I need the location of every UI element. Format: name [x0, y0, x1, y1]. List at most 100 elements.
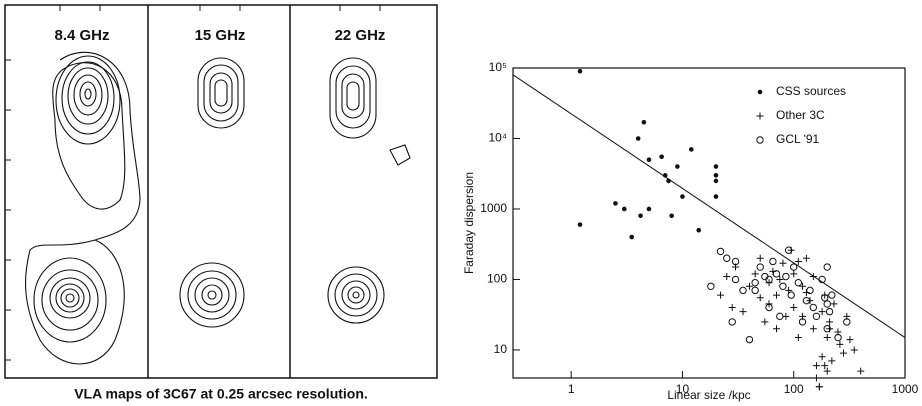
- point: [773, 325, 780, 332]
- map-frame: [5, 5, 437, 378]
- point: [696, 228, 701, 233]
- point: [770, 258, 776, 264]
- point: [717, 292, 724, 299]
- point: [779, 260, 786, 267]
- point: [824, 301, 830, 307]
- point: [647, 207, 652, 212]
- map-panels: 8.4 GHz 15 GHz 22 GHz VLA maps of 3C67 a…: [5, 5, 437, 402]
- point: [795, 279, 801, 285]
- point: [795, 334, 802, 341]
- point: [803, 255, 810, 262]
- point: [851, 346, 858, 353]
- point: [714, 194, 719, 199]
- point: [752, 270, 759, 277]
- point: [729, 304, 736, 311]
- point: [828, 357, 835, 364]
- point: [790, 304, 797, 311]
- point: [824, 264, 830, 270]
- point: [647, 157, 652, 162]
- point: [669, 214, 674, 219]
- point: [732, 276, 738, 282]
- map-ticks: [5, 5, 380, 360]
- x-tick-label: 10: [676, 382, 690, 396]
- legend-marker: [758, 90, 763, 95]
- x-tick-label: 1: [568, 382, 575, 396]
- point: [813, 375, 820, 382]
- point: [773, 271, 779, 277]
- point: [663, 173, 668, 178]
- contour-15: [180, 58, 244, 327]
- point: [819, 353, 826, 360]
- y-tick-label: 10⁴: [488, 131, 507, 145]
- point: [636, 136, 641, 141]
- point: [790, 270, 797, 277]
- point: [629, 235, 634, 240]
- point: [714, 179, 719, 184]
- legend-label: GCL '91: [776, 132, 820, 146]
- point: [708, 283, 714, 289]
- point: [714, 164, 719, 169]
- contour-8-4: [26, 52, 140, 364]
- y-tick-label: 1000: [480, 201, 507, 215]
- legend-marker: [757, 113, 764, 120]
- point: [773, 292, 780, 299]
- point: [807, 287, 813, 293]
- point: [824, 334, 831, 341]
- point: [810, 325, 817, 332]
- point: [675, 164, 680, 169]
- map-caption: VLA maps of 3C67 at 0.25 arcsec resoluti…: [74, 386, 368, 402]
- y-tick-label: 10⁵: [489, 60, 507, 74]
- point: [799, 283, 806, 290]
- point: [816, 383, 823, 390]
- point: [826, 308, 832, 314]
- figure: 8.4 GHz 15 GHz 22 GHz VLA maps of 3C67 a…: [0, 0, 922, 406]
- point: [840, 350, 847, 357]
- point: [846, 336, 853, 343]
- contour-22: [328, 58, 410, 323]
- point: [622, 207, 627, 212]
- map-label: 15 GHz: [195, 27, 246, 44]
- point: [752, 287, 758, 293]
- map-label: 8.4 GHz: [54, 27, 109, 44]
- point: [680, 194, 685, 199]
- y-axis-label: Faraday dispersion: [462, 172, 476, 274]
- point: [739, 308, 746, 315]
- map-label: 22 GHz: [335, 27, 386, 44]
- point: [642, 120, 647, 125]
- point: [830, 300, 837, 307]
- point: [757, 294, 764, 301]
- x-tick-label: 1000: [892, 382, 919, 396]
- point: [638, 214, 643, 219]
- point: [836, 341, 843, 348]
- y-tick-label: 100: [487, 272, 507, 286]
- y-tick-label: 10: [494, 342, 508, 356]
- point: [717, 248, 723, 254]
- point: [788, 292, 794, 298]
- point: [829, 292, 835, 298]
- x-tick-label: 100: [784, 382, 804, 396]
- point: [666, 179, 671, 184]
- point: [757, 264, 763, 270]
- point: [813, 362, 820, 369]
- point: [740, 287, 746, 293]
- point: [714, 173, 719, 178]
- point: [777, 313, 783, 319]
- point: [791, 264, 797, 270]
- point: [578, 222, 583, 227]
- point: [659, 154, 664, 159]
- legend-label: Other 3C: [776, 108, 825, 122]
- point: [746, 336, 752, 342]
- point: [783, 273, 789, 279]
- legend-marker: [757, 137, 763, 143]
- point: [857, 368, 864, 375]
- point: [813, 313, 819, 319]
- point: [723, 273, 730, 280]
- point: [724, 255, 730, 261]
- legend-label: CSS sources: [776, 84, 846, 98]
- point: [757, 255, 764, 262]
- point: [752, 279, 758, 285]
- point: [810, 304, 816, 310]
- point: [819, 308, 826, 315]
- point: [761, 318, 768, 325]
